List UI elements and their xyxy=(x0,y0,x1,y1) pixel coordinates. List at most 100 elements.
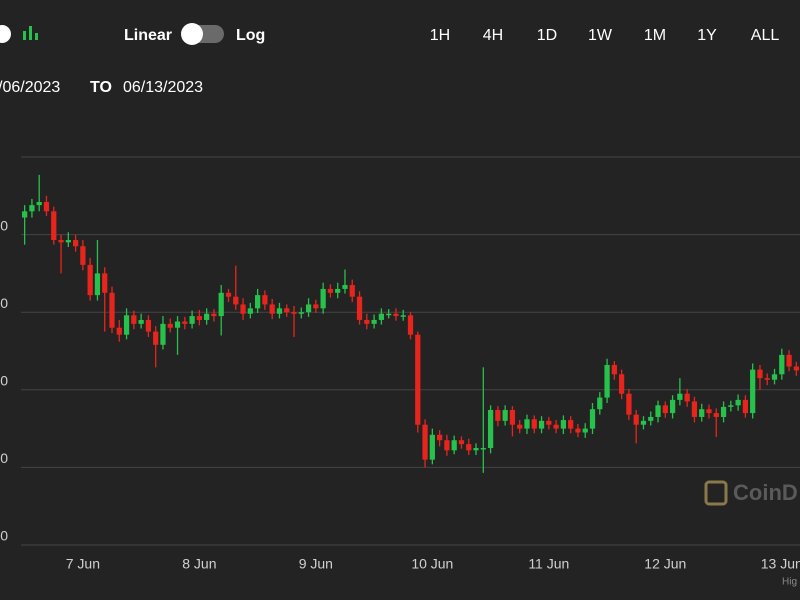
candle-body xyxy=(313,304,319,309)
candle-body xyxy=(429,434,435,460)
range-button[interactable]: 1W xyxy=(588,27,613,44)
candle-body xyxy=(793,366,799,371)
y-tick-label: 0 xyxy=(0,295,8,311)
candle-body xyxy=(204,313,210,320)
range-button[interactable]: 4H xyxy=(483,27,503,44)
x-tick-label: 7 Jun xyxy=(66,556,100,572)
candle-body xyxy=(633,414,639,425)
candle-body xyxy=(43,202,50,212)
candle-body xyxy=(378,313,384,320)
candle-body xyxy=(575,428,581,433)
candle-body xyxy=(225,292,232,297)
candle-body xyxy=(356,296,363,320)
candle-body xyxy=(699,409,705,417)
candle-body xyxy=(291,312,297,314)
candle-body xyxy=(22,211,28,218)
candle-body xyxy=(568,420,574,429)
candle-body xyxy=(546,420,552,425)
x-tick-label: 10 Jun xyxy=(411,556,453,572)
scale-option[interactable]: Log xyxy=(236,27,265,44)
date-to[interactable]: 06/13/2023 xyxy=(123,79,203,96)
candle-body xyxy=(109,292,115,328)
candle-body xyxy=(320,288,326,309)
candle-body xyxy=(771,374,778,380)
candle-body xyxy=(444,440,450,451)
candle-body xyxy=(604,364,610,398)
candle-body xyxy=(233,296,239,305)
candle-body xyxy=(298,312,304,314)
candle-body xyxy=(487,409,494,448)
candle-body xyxy=(102,273,108,293)
candle-body xyxy=(582,428,588,433)
toggle-knob[interactable] xyxy=(181,23,203,45)
candle-body xyxy=(342,285,348,289)
candle-body xyxy=(640,420,647,425)
candle-body xyxy=(662,405,668,414)
candle-body xyxy=(764,378,770,380)
range-button[interactable]: 1M xyxy=(644,27,666,44)
scale-option[interactable]: Linear xyxy=(124,27,172,44)
candle-body xyxy=(655,405,661,417)
candle-body xyxy=(538,420,545,429)
candle-body xyxy=(138,319,144,324)
candle-body xyxy=(29,205,35,212)
candle-body xyxy=(393,313,399,317)
candle-body xyxy=(422,424,428,460)
candle-body xyxy=(786,354,792,367)
candle-body xyxy=(218,292,224,317)
candle-body xyxy=(65,240,71,243)
candle-body xyxy=(735,399,741,406)
candle-body xyxy=(619,374,625,394)
candle-body xyxy=(167,323,173,328)
date-separator: TO xyxy=(90,79,112,96)
candle-body xyxy=(407,315,414,335)
candle-body xyxy=(254,295,261,309)
candle-body xyxy=(58,240,64,243)
candle-body xyxy=(750,369,756,414)
y-tick-label: 0 xyxy=(0,217,8,233)
candle-body xyxy=(153,331,159,345)
candle-body xyxy=(742,399,749,414)
candle-body xyxy=(553,424,559,429)
candle-body xyxy=(509,409,516,425)
range-button[interactable]: 1Y xyxy=(697,27,717,44)
footnote: Hig xyxy=(782,577,797,588)
candle-body xyxy=(728,405,734,407)
candle-body xyxy=(400,315,406,317)
date-from[interactable]: /06/2023 xyxy=(0,79,60,96)
candle-body xyxy=(327,288,334,293)
range-button[interactable]: 1D xyxy=(537,27,557,44)
candle-body xyxy=(276,308,283,314)
candle-body xyxy=(626,393,632,415)
candle-body xyxy=(415,334,421,425)
candle-body xyxy=(123,315,130,335)
candle-body xyxy=(87,264,93,296)
mode-icon[interactable] xyxy=(0,25,11,43)
candle-body xyxy=(182,321,188,324)
candle-body xyxy=(211,313,217,317)
y-tick-label: 0 xyxy=(0,450,8,466)
candle-body xyxy=(196,316,202,320)
candle-body xyxy=(502,409,508,421)
range-button[interactable]: ALL xyxy=(751,27,780,44)
candle-body xyxy=(524,419,530,429)
candle-body xyxy=(94,273,101,296)
candle-body xyxy=(597,397,603,410)
candle-body xyxy=(240,304,246,314)
candle-body xyxy=(284,308,290,313)
candle-icon[interactable] xyxy=(23,26,38,40)
candle-body xyxy=(116,327,122,335)
candle-body xyxy=(36,202,42,206)
candle-body xyxy=(189,316,195,324)
candle-body xyxy=(371,319,377,324)
x-tick-label: 13 Jun xyxy=(761,556,800,572)
candle-body xyxy=(684,393,690,402)
candle-body xyxy=(757,369,763,379)
candle-body xyxy=(51,211,57,241)
candle-body xyxy=(473,448,479,451)
candle-body xyxy=(611,364,617,375)
range-button[interactable]: 1H xyxy=(430,27,450,44)
candle-body xyxy=(131,315,137,324)
x-tick-label: 8 Jun xyxy=(182,556,216,572)
candle-body xyxy=(589,409,596,429)
